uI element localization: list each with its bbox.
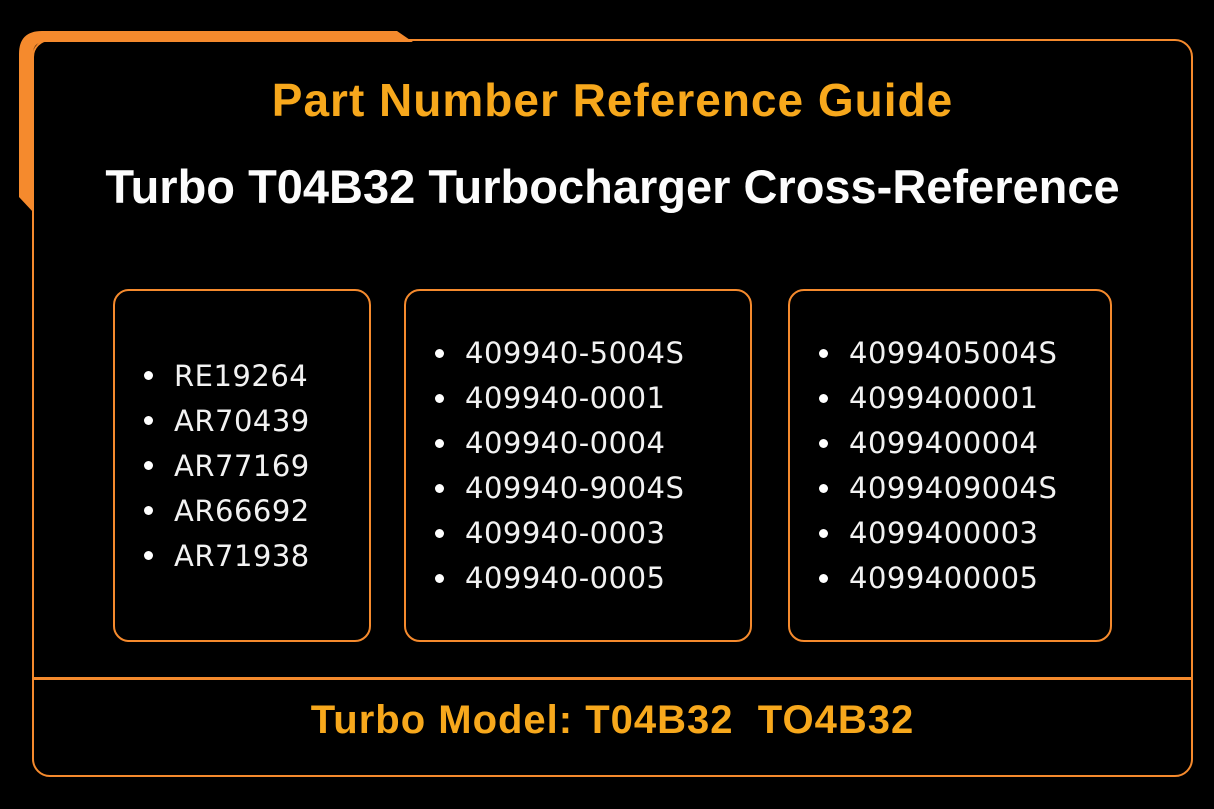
part-number-item: AR77169 [115, 443, 369, 488]
bullet-dot-icon [819, 438, 828, 448]
part-number-item: 409940-0005 [406, 556, 750, 601]
part-list-1: RE19264 AR70439 AR77169 AR66692 AR71938 [115, 353, 369, 578]
part-number-item: 409940-0004 [406, 421, 750, 466]
part-list-box-2: 409940-5004S 409940-0001 409940-0004 409940… [404, 289, 752, 642]
bullet-dot-icon [144, 506, 153, 515]
part-number-text: 4099405004S [849, 336, 1058, 370]
bullet-dot-icon [435, 438, 444, 448]
card-frame [32, 39, 1193, 777]
bullet-dot-icon [819, 573, 828, 583]
part-number-item: 4099400001 [790, 376, 1110, 421]
footer-divider [32, 677, 1193, 680]
bullet-dot-icon [144, 416, 153, 425]
bullet-dot-icon [819, 528, 828, 538]
page-title: Part Number Reference Guide [271, 74, 954, 126]
bullet-dot-icon [144, 551, 153, 560]
part-number-item: 409940-5004S [406, 331, 750, 376]
part-number-text: 4099400001 [849, 381, 1039, 415]
part-number-text: 409940-0004 [465, 426, 666, 460]
part-number-item: AR71938 [115, 533, 369, 578]
part-number-text: 4099400005 [849, 561, 1039, 595]
part-list-box-1: RE19264 AR70439 AR77169 AR66692 AR71938 [113, 289, 371, 642]
part-number-text: AR71938 [174, 538, 310, 573]
page-subtitle: Turbo T04B32 Turbocharger Cross-Referenc… [105, 160, 1120, 213]
part-number-item: 4099400004 [790, 421, 1110, 466]
part-number-item: RE19264 [115, 353, 369, 398]
part-list-2: 409940-5004S 409940-0001 409940-0004 409940… [406, 331, 750, 601]
part-number-text: 4099400004 [849, 426, 1039, 460]
footer-model-text: Turbo Model: T04B32 TO4B32 [310, 698, 915, 742]
part-number-text: 409940-0005 [465, 561, 666, 595]
part-number-item: 4099405004S [790, 331, 1110, 376]
bullet-dot-icon [144, 371, 153, 380]
part-number-text: 409940-0001 [465, 381, 666, 415]
part-number-text: 409940-0003 [465, 516, 666, 550]
part-number-text: RE19264 [174, 358, 309, 393]
bullet-dot-icon [435, 528, 444, 538]
part-number-text: 4099409004S [849, 471, 1058, 505]
part-number-item: 409940-0001 [406, 376, 750, 421]
part-number-text: 409940-5004S [465, 336, 685, 370]
bullet-dot-icon [819, 348, 828, 358]
part-list-box-3: 4099405004S 4099400001 4099400004 409940900… [788, 289, 1112, 642]
bullet-dot-icon [819, 393, 828, 403]
bullet-dot-icon [819, 483, 828, 493]
part-number-item: 4099400003 [790, 511, 1110, 556]
part-number-text: AR70439 [174, 403, 310, 438]
bullet-dot-icon [435, 573, 444, 583]
part-number-item: 4099400005 [790, 556, 1110, 601]
part-number-item: 409940-9004S [406, 466, 750, 511]
part-list-3: 4099405004S 4099400001 4099400004 409940900… [790, 331, 1110, 601]
part-number-text: 409940-9004S [465, 471, 685, 505]
part-number-item: AR70439 [115, 398, 369, 443]
bullet-dot-icon [435, 348, 444, 358]
part-number-item: 4099409004S [790, 466, 1110, 511]
part-number-text: AR77169 [174, 448, 310, 483]
part-number-text: AR66692 [174, 493, 310, 528]
bullet-dot-icon [435, 483, 444, 493]
part-number-item: AR66692 [115, 488, 369, 533]
bullet-dot-icon [144, 461, 153, 470]
part-number-text: 4099400003 [849, 516, 1039, 550]
part-number-item: 409940-0003 [406, 511, 750, 556]
bullet-dot-icon [435, 393, 444, 403]
